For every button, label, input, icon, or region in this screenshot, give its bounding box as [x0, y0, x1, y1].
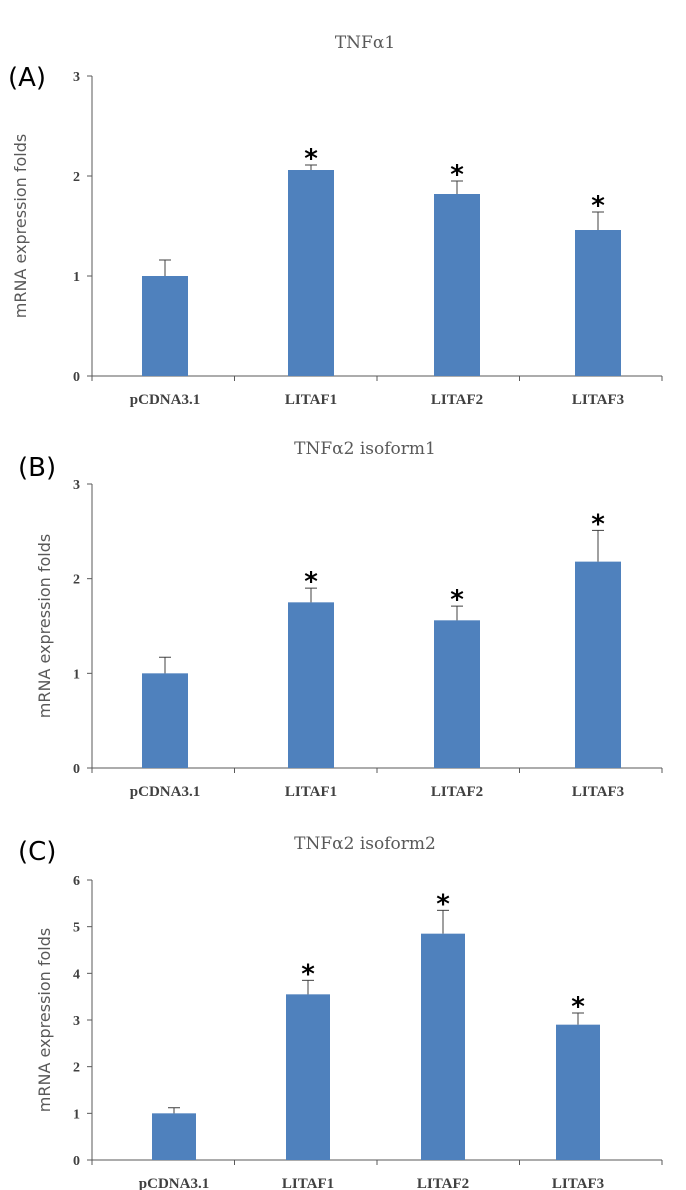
y-tick-label: 6 — [73, 874, 80, 889]
bar — [556, 1024, 600, 1160]
y-tick-label: 4 — [73, 967, 80, 982]
bar — [288, 602, 334, 768]
x-tick-label: LITAF2 — [431, 392, 483, 408]
bar — [142, 673, 188, 768]
x-tick-label: LITAF3 — [572, 784, 624, 800]
y-axis-label: mRNA expression folds — [35, 928, 54, 1112]
bar — [421, 933, 465, 1160]
y-tick-label: 1 — [73, 1107, 80, 1122]
y-tick-label: 1 — [73, 270, 80, 285]
chart-title: TNFα2 isoform2 — [294, 834, 436, 854]
x-tick-label: LITAF1 — [282, 1176, 334, 1190]
significance-star: * — [304, 567, 318, 597]
x-tick-label: pCDNA3.1 — [130, 392, 200, 408]
chart-panel-2: (B) TNFα2 isoform1 mRNA expression folds 0 1… — [18, 439, 663, 800]
y-tick-label: 0 — [73, 1154, 80, 1169]
x-tick-label: LITAF2 — [431, 784, 483, 800]
significance-star: * — [450, 585, 464, 615]
bar — [152, 1113, 196, 1160]
significance-star: * — [591, 191, 605, 221]
significance-star: * — [450, 160, 464, 190]
x-tick-label: pCDNA3.1 — [139, 1176, 209, 1190]
significance-star: * — [304, 144, 318, 174]
y-tick-label: 2 — [73, 170, 80, 185]
chart-panel-1: (A) TNFα1 mRNA expression folds 0 1 2 3 pCDNA3.… — [8, 33, 663, 408]
significance-star: * — [436, 889, 450, 919]
significance-star: * — [591, 509, 605, 539]
bar — [575, 561, 621, 768]
y-axis-label: mRNA expression folds — [11, 134, 30, 318]
y-tick-label: 3 — [73, 1014, 80, 1029]
x-tick-label: pCDNA3.1 — [130, 784, 200, 800]
panel-letter: (B) — [18, 453, 56, 483]
y-tick-label: 2 — [73, 1061, 80, 1076]
panel-letter: (C) — [18, 837, 56, 867]
y-tick-label: 2 — [73, 573, 80, 588]
x-tick-label: LITAF1 — [285, 392, 337, 408]
bar — [434, 620, 480, 768]
bar — [288, 170, 334, 376]
y-tick-label: 0 — [73, 370, 80, 385]
x-tick-label: LITAF3 — [552, 1176, 604, 1190]
y-tick-label: 1 — [73, 667, 80, 682]
chart-panel-3: (C) TNFα2 isoform2 mRNA expression folds 0 1… — [18, 834, 663, 1190]
panel-letter: (A) — [8, 63, 46, 93]
significance-star: * — [571, 992, 585, 1022]
x-tick-label: LITAF2 — [417, 1176, 469, 1190]
y-tick-label: 3 — [73, 70, 80, 85]
y-tick-label: 0 — [73, 762, 80, 777]
chart-title: TNFα1 — [335, 33, 395, 53]
y-axis-label: mRNA expression folds — [35, 534, 54, 718]
chart-title: TNFα2 isoform1 — [294, 439, 436, 459]
x-tick-label: LITAF3 — [572, 392, 624, 408]
bar — [142, 276, 188, 376]
bar — [286, 994, 330, 1160]
bar — [575, 230, 621, 376]
significance-star: * — [301, 959, 315, 989]
bar — [434, 194, 480, 376]
y-tick-label: 5 — [73, 921, 80, 936]
x-tick-label: LITAF1 — [285, 784, 337, 800]
y-tick-label: 3 — [73, 478, 80, 493]
